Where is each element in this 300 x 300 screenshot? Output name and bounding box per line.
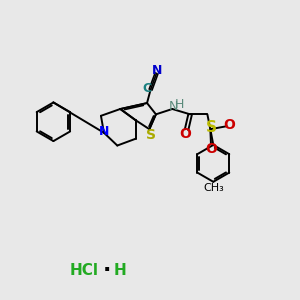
Text: H: H xyxy=(174,98,184,111)
Text: N: N xyxy=(152,64,162,77)
Text: S: S xyxy=(146,128,156,142)
Text: ·: · xyxy=(103,260,111,280)
Text: S: S xyxy=(206,120,217,135)
Text: H: H xyxy=(114,263,127,278)
Text: N: N xyxy=(169,100,178,112)
Text: N: N xyxy=(99,125,109,138)
Text: HCl: HCl xyxy=(70,263,99,278)
Text: CH₃: CH₃ xyxy=(203,183,224,193)
Text: O: O xyxy=(179,127,191,141)
Text: O: O xyxy=(205,142,217,156)
Text: O: O xyxy=(224,118,236,132)
Text: C: C xyxy=(142,82,152,95)
